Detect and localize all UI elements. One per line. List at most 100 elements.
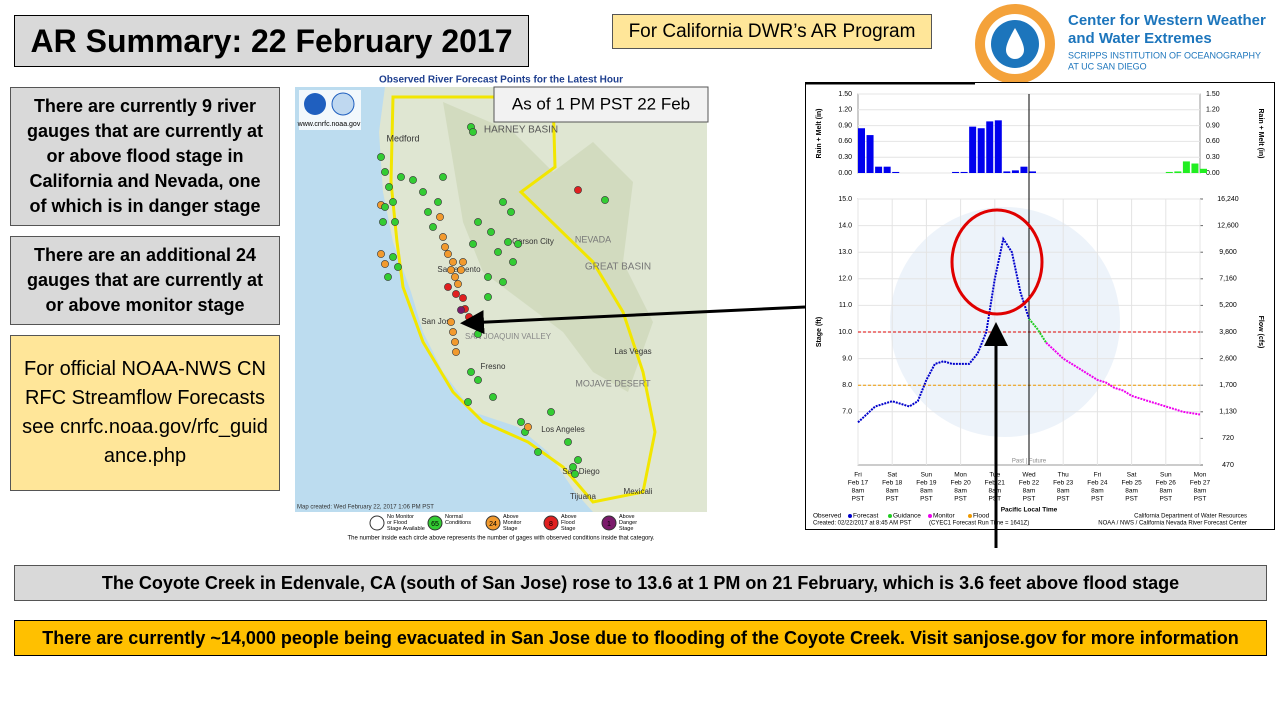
gauge: [601, 196, 609, 204]
gauge: [389, 253, 397, 261]
axis-label: Flow (cfs): [1257, 316, 1264, 349]
x-tick-label: PST: [852, 496, 865, 503]
place-label: MOJAVE DESERT: [575, 378, 651, 388]
stage-line: [1028, 318, 1047, 344]
x-tick-label: Mon: [1194, 472, 1207, 479]
rain-bar: [858, 128, 865, 173]
gauge: [384, 273, 392, 281]
x-tick-label: Feb 27: [1190, 480, 1211, 487]
x-tick-label: Feb 26: [1156, 480, 1177, 487]
gauge: [379, 218, 387, 226]
gauge: [494, 248, 502, 256]
gauge: [464, 398, 472, 406]
rain-tick-label: 0.60: [838, 138, 852, 145]
gauge: [504, 238, 512, 246]
place-label: Los Angeles: [541, 425, 585, 434]
x-tick-label: PST: [954, 496, 967, 503]
footer-note: The Coyote Creek in Edenvale, CA (south …: [14, 565, 1267, 601]
gauge: [469, 128, 477, 136]
gauge: [499, 278, 507, 286]
x-tick-label: PST: [1159, 496, 1172, 503]
gauge: [489, 393, 497, 401]
x-tick-label: Fri: [1094, 472, 1102, 479]
logo-drop: [1006, 28, 1024, 59]
gauge: [397, 173, 405, 181]
gauge: [447, 266, 455, 274]
gauge: [534, 448, 542, 456]
stage-tick-label: 8.0: [842, 382, 852, 389]
rain-bar: [866, 135, 874, 173]
place-label: Fresno: [481, 362, 506, 371]
place-label: Medford: [386, 133, 419, 143]
gauge: [377, 250, 385, 258]
gauge: [409, 176, 417, 184]
gauge: [499, 198, 507, 206]
gauge: [459, 258, 467, 266]
gauge: [444, 283, 452, 291]
gauge: [467, 368, 475, 376]
x-tick-label: PST: [920, 496, 933, 503]
rain-tick-label: 0.00: [838, 170, 852, 177]
org-sub: SCRIPPS INSTITUTION OF OCEANOGRAPHY: [1068, 50, 1261, 60]
x-tick-label: 8am: [954, 488, 967, 495]
org-sub: AT UC SAN DIEGO: [1068, 61, 1147, 71]
x-tick-label: PST: [886, 496, 899, 503]
rain-bar: [1182, 161, 1190, 173]
legend-label: Monitor: [933, 513, 956, 520]
flow-tick-label: 720: [1222, 435, 1234, 442]
footer-alert: There are currently ~14,000 people being…: [14, 620, 1267, 656]
rain-bar: [892, 171, 900, 173]
flow-tick-label: 470: [1222, 462, 1234, 469]
gauge: [457, 306, 465, 314]
time-label: Pacific Local Time: [1001, 507, 1058, 514]
past-future: Past | Future: [1012, 459, 1047, 465]
place-label: Tijuana: [570, 492, 596, 501]
legend-label: No Monitor or Flood Stage Available: [387, 514, 425, 532]
gauge: [449, 328, 457, 336]
x-tick-label: PST: [1194, 496, 1207, 503]
x-tick-label: 8am: [1057, 488, 1070, 495]
map: Observed River Forecast Points for the L…: [295, 75, 709, 542]
rain-tick-label: 0.30: [838, 154, 852, 161]
gauge: [547, 408, 555, 416]
rain-tick-label: 0.90: [838, 122, 852, 129]
x-tick-label: Feb 18: [882, 480, 903, 487]
x-tick-label: 8am: [1159, 488, 1172, 495]
x-tick-label: 8am: [1091, 488, 1104, 495]
rain-tick-label: 0.60: [1206, 138, 1220, 145]
rain-bar: [883, 166, 891, 173]
legend-count: 24: [489, 521, 497, 528]
credit: California Department of Water Resources: [1134, 514, 1247, 520]
x-tick-label: Feb 23: [1053, 480, 1074, 487]
x-tick-label: Thu: [1058, 472, 1070, 479]
x-tick-label: PST: [1023, 496, 1036, 503]
x-tick-label: PST: [1057, 496, 1070, 503]
x-tick-label: Feb 24: [1087, 480, 1108, 487]
badge: [493, 86, 709, 123]
map-created: Map created: Wed February 22, 2017 1:06 …: [297, 505, 434, 511]
gauge: [484, 293, 492, 301]
gauge: [517, 418, 525, 426]
x-tick-label: Feb 20: [950, 480, 971, 487]
axis-label: Stage (ft): [816, 317, 823, 347]
created: Created: 02/22/2017 at 8:45 AM PST: [813, 521, 912, 527]
legend-count: 65: [431, 521, 439, 528]
rain-tick-label: 1.50: [838, 91, 852, 98]
x-tick-label: 8am: [988, 488, 1001, 495]
gauge: [571, 470, 579, 478]
gauge: [381, 168, 389, 176]
gauge: [457, 266, 465, 274]
gauge: [514, 240, 522, 248]
flow-tick-label: 16,240: [1217, 196, 1239, 203]
x-tick-label: Feb 25: [1121, 480, 1142, 487]
x-tick-label: 8am: [886, 488, 899, 495]
gauge: [509, 258, 517, 266]
legend-label: Forecast: [853, 513, 878, 520]
rain-tick-label: 1.50: [1206, 91, 1220, 98]
stage-tick-label: 11.0: [839, 302, 852, 309]
org-name: and Water Extremes: [1068, 30, 1212, 47]
legend-swatch: [968, 514, 972, 518]
gauge: [449, 258, 457, 266]
gauge: [474, 218, 482, 226]
rain-bar: [1020, 166, 1028, 173]
